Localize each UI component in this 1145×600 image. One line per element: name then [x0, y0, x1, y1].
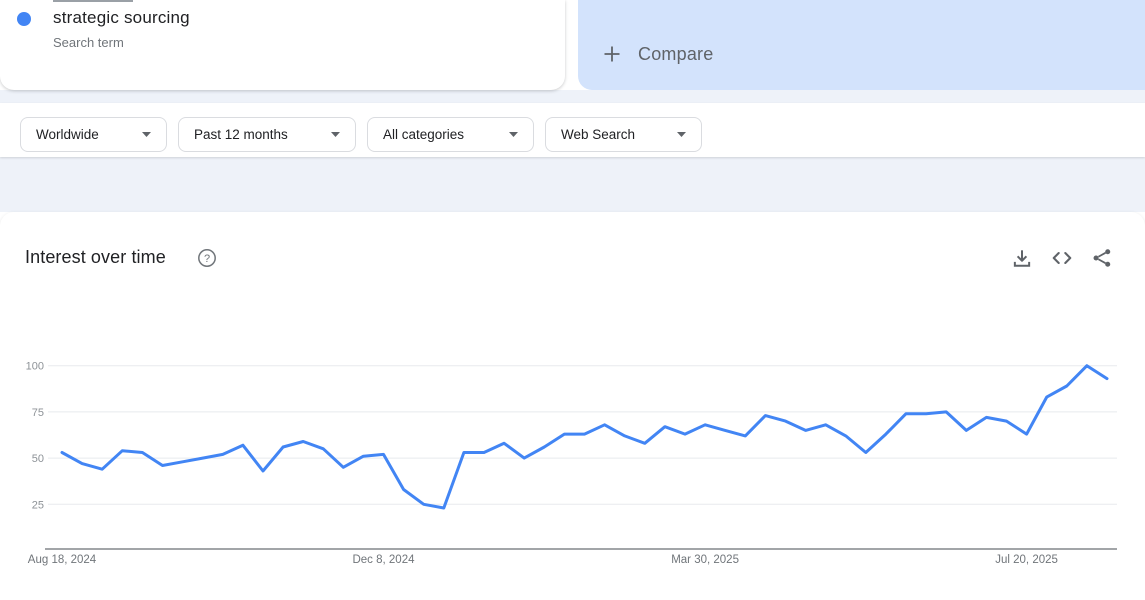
interest-over-time-card [0, 212, 1145, 600]
dropdown-caret-icon [677, 132, 686, 137]
share-icon [1093, 249, 1111, 267]
y-axis-label: 75 [32, 407, 44, 419]
share-button[interactable] [1091, 247, 1113, 269]
x-axis-label: Jul 20, 2025 [995, 554, 1058, 566]
filter-search-type-dropdown[interactable]: Web Search [545, 117, 702, 152]
help-icon: ? [198, 249, 216, 267]
term-color-dot [17, 12, 31, 26]
filter-time-label: Past 12 months [194, 127, 288, 142]
embed-button[interactable] [1051, 247, 1073, 269]
filter-geo-label: Worldwide [36, 127, 99, 142]
trend-line [60, 364, 1109, 510]
download-button[interactable] [1011, 247, 1033, 269]
filter-time-dropdown[interactable]: Past 12 months [178, 117, 356, 152]
help-button[interactable]: ? [197, 248, 217, 268]
chart-actions [1011, 247, 1113, 269]
plus-icon [604, 46, 620, 62]
filter-row: Worldwide Past 12 months All categories … [20, 117, 702, 152]
embed-code-icon [1052, 252, 1072, 264]
y-axis-label: 25 [32, 499, 44, 511]
cropped-element-artifact [53, 0, 133, 2]
filter-geo-dropdown[interactable]: Worldwide [20, 117, 167, 152]
y-axis-label: 100 [26, 361, 44, 373]
x-axis-label: Mar 30, 2025 [671, 554, 739, 566]
dropdown-caret-icon [331, 132, 340, 137]
download-icon [1013, 250, 1031, 267]
dropdown-caret-icon [509, 132, 518, 137]
y-axis-label: 50 [32, 453, 44, 465]
chart-title: Interest over time [25, 247, 166, 267]
x-axis-label: Dec 8, 2024 [352, 554, 415, 566]
svg-text:?: ? [204, 253, 210, 265]
x-axis-label: Aug 18, 2024 [28, 554, 97, 566]
compare-card[interactable]: Compare [578, 0, 1145, 90]
filter-bar: Worldwide Past 12 months All categories … [0, 103, 1145, 157]
search-term-title: strategic sourcing [53, 8, 190, 27]
filter-category-label: All categories [383, 127, 465, 142]
search-term-card[interactable]: strategic sourcing Search term [0, 0, 565, 90]
filter-category-dropdown[interactable]: All categories [367, 117, 534, 152]
dropdown-caret-icon [142, 132, 151, 137]
filter-search-type-label: Web Search [561, 127, 636, 142]
search-term-subtitle: Search term [53, 35, 124, 50]
compare-label: Compare [638, 43, 714, 64]
